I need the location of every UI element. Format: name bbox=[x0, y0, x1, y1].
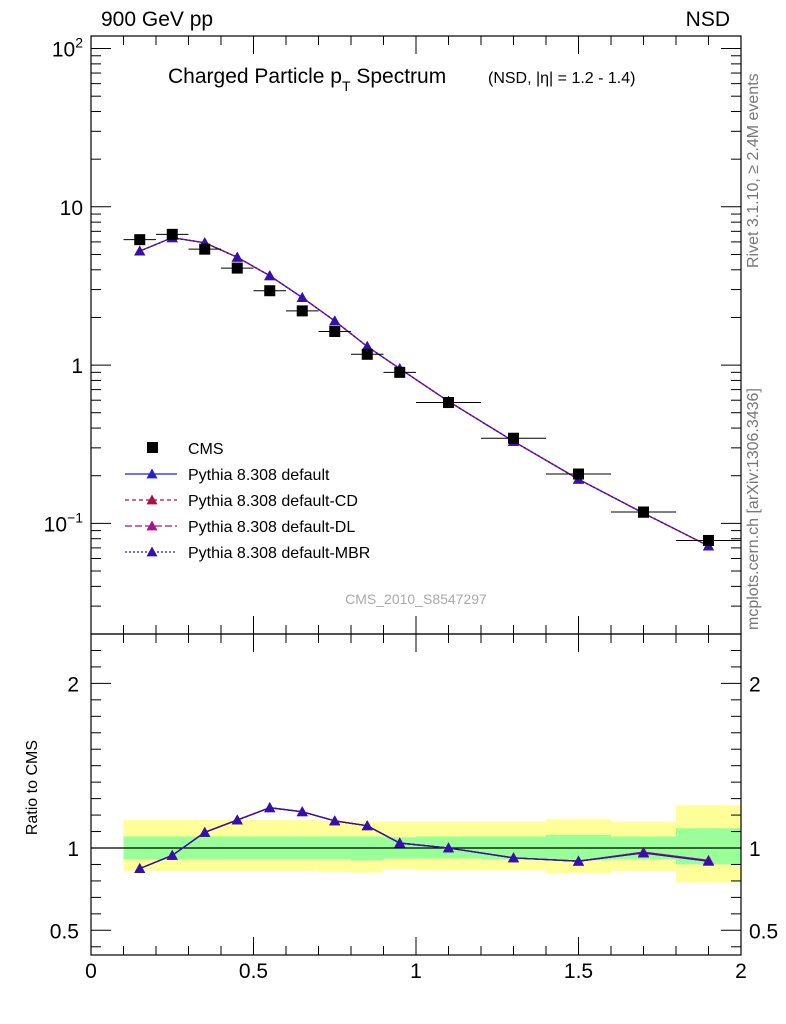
cms-data-point bbox=[703, 534, 714, 546]
cms-data-point bbox=[134, 234, 146, 246]
cms-data-point bbox=[573, 468, 584, 480]
legend-marker-4 bbox=[146, 546, 158, 557]
cms-data-point bbox=[329, 326, 341, 338]
main-y-tick-label: 10 bbox=[60, 197, 83, 220]
ratio-series-line-3 bbox=[139, 807, 709, 870]
header-collision-label: 900 GeV pp bbox=[101, 8, 214, 31]
legend-label-3: Pythia 8.308 default-DL bbox=[188, 519, 355, 536]
ratio-series-marker-3 bbox=[703, 855, 714, 866]
legend-label-0: CMS bbox=[188, 441, 224, 458]
legend-label-2: Pythia 8.308 default-CD bbox=[188, 493, 358, 510]
cms-data-point bbox=[231, 262, 243, 274]
cms-data-point bbox=[443, 397, 454, 409]
ratio-y-tick-label-left: 1 bbox=[67, 838, 79, 861]
ratio-series-marker-3 bbox=[134, 863, 146, 873]
ratio-series-marker-3 bbox=[638, 847, 649, 858]
cms-data-point bbox=[296, 305, 308, 317]
ratio-series-marker-3 bbox=[508, 852, 519, 863]
ratio-y-tick-label-left: 2 bbox=[67, 673, 79, 696]
ratio-series-marker-3 bbox=[361, 820, 373, 831]
ratio-y-tick-label-left: 0.5 bbox=[50, 920, 79, 943]
legend-marker-2 bbox=[146, 494, 158, 505]
x-tick-label: 1 bbox=[410, 960, 422, 983]
main-y-tick-label: 102 bbox=[52, 35, 83, 62]
chart-title: Charged Particle pT Spectrum bbox=[168, 65, 446, 94]
mc-series-marker-3 bbox=[296, 292, 308, 302]
ratio-series-marker-3 bbox=[394, 837, 406, 848]
mc-series-marker-3 bbox=[329, 315, 341, 326]
header-process-label: NSD bbox=[685, 8, 730, 31]
main-y-tick-label: 1 bbox=[71, 355, 83, 378]
cms-data-point bbox=[199, 243, 211, 255]
legend-cms-marker bbox=[147, 442, 158, 453]
cms-data-point bbox=[508, 432, 519, 444]
ratio-series-marker-3 bbox=[166, 849, 178, 860]
x-tick-label: 1.5 bbox=[564, 960, 593, 983]
cms-data-point bbox=[361, 348, 373, 360]
x-tick-label: 0.5 bbox=[239, 960, 268, 983]
ratio-series-marker-3 bbox=[231, 814, 243, 825]
ratio-frame bbox=[90, 633, 742, 956]
x-tick-label: 0 bbox=[85, 960, 97, 983]
cms-data-point bbox=[638, 506, 649, 518]
ratio-y-axis-label: Ratio to CMS bbox=[24, 740, 41, 835]
analysis-watermark: CMS_2010_S8547297 bbox=[345, 591, 487, 607]
ratio-y-tick-label-right: 2 bbox=[749, 673, 761, 696]
ratio-series-marker-3 bbox=[573, 855, 584, 866]
mc-series-marker-3 bbox=[361, 341, 373, 351]
cms-data-point bbox=[264, 285, 276, 297]
cms-data-point bbox=[394, 366, 406, 378]
legend-marker-3 bbox=[146, 520, 158, 531]
mc-series-marker-3 bbox=[264, 270, 276, 281]
mc-series-marker-3 bbox=[231, 251, 243, 262]
main-panel: 102 10 1 10−1 Charged Particle pT Spectrum (N… bbox=[44, 35, 742, 635]
cms-data-point bbox=[166, 228, 178, 240]
ratio-series-marker-3 bbox=[296, 806, 308, 817]
x-tick-label: 2 bbox=[735, 960, 747, 983]
ratio-series-marker-3 bbox=[443, 842, 454, 853]
legend-label-4: Pythia 8.308 default-MBR bbox=[188, 545, 370, 562]
chart-title-extra: (NSD, |η| = 1.2 - 1.4) bbox=[488, 70, 635, 87]
ratio-y-tick-label-right: 1 bbox=[749, 838, 761, 861]
ratio-series-marker-3 bbox=[199, 826, 211, 837]
main-y-tick-label: 10−1 bbox=[44, 509, 84, 536]
ratio-series-marker-3 bbox=[329, 815, 341, 826]
ratio-panel: 0.5 0.5 1 1 2 2 0 0.5 1 1.5 2 Ratio to CMS bbox=[24, 633, 778, 983]
legend-label-1: Pythia 8.308 default bbox=[188, 467, 330, 484]
ratio-y-tick-label-right: 0.5 bbox=[749, 920, 778, 943]
mc-series-marker-3 bbox=[134, 245, 146, 256]
legend-marker-1 bbox=[146, 468, 158, 479]
ratio-series-marker-3 bbox=[264, 802, 276, 813]
